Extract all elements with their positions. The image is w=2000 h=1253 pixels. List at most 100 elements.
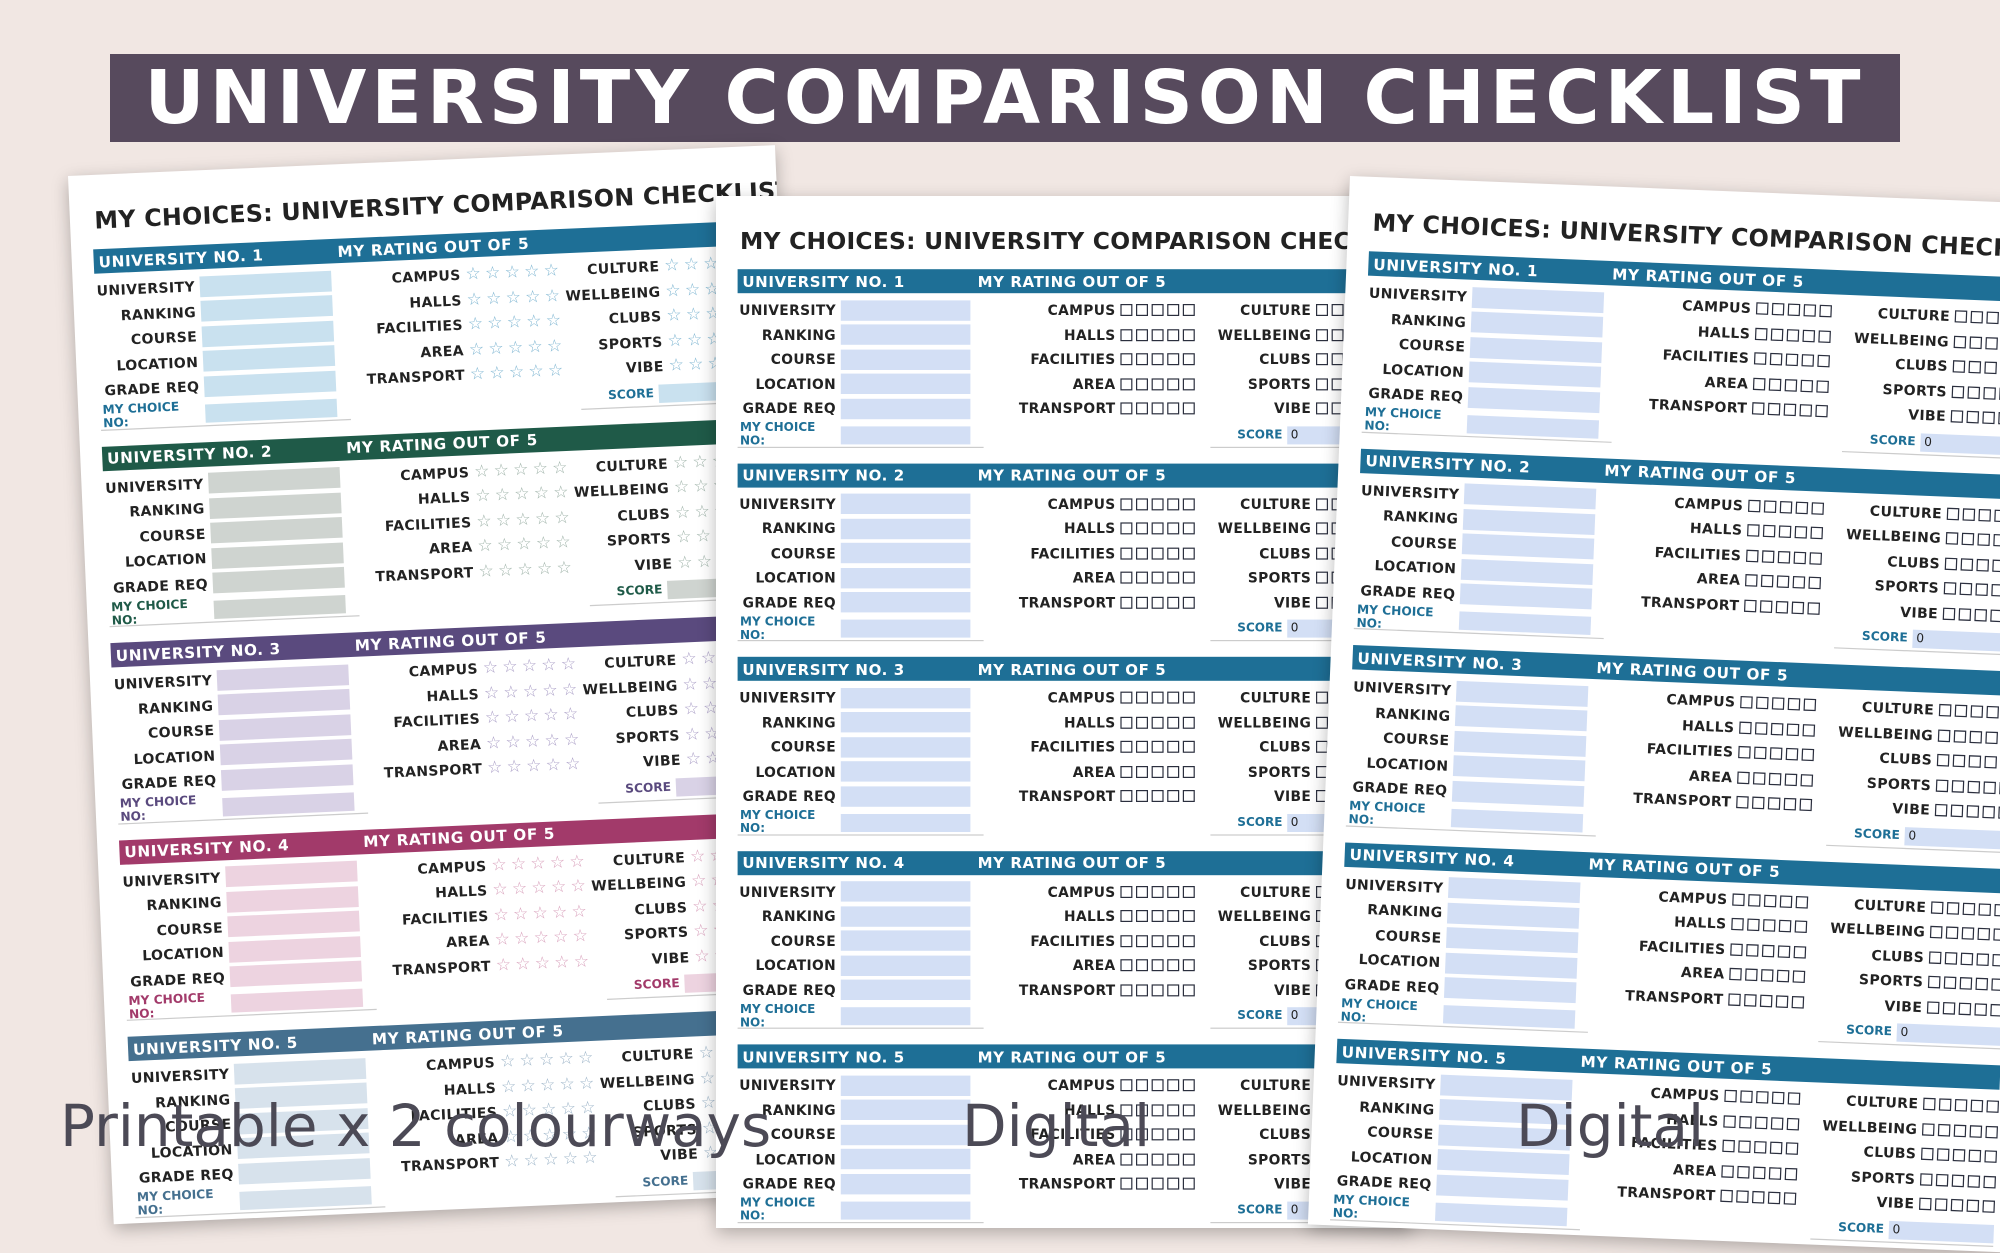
star-icon[interactable]: ☆ <box>571 901 588 922</box>
checkbox[interactable] <box>1182 328 1195 341</box>
checkbox[interactable] <box>1721 1164 1734 1178</box>
checkbox[interactable] <box>1754 721 1768 735</box>
checkbox[interactable] <box>1752 377 1766 391</box>
checkbox[interactable] <box>1991 584 2000 597</box>
star-icon[interactable]: ☆ <box>487 338 505 359</box>
checkbox[interactable] <box>1316 716 1328 729</box>
checkbox[interactable] <box>1950 1199 1964 1212</box>
checkbox[interactable] <box>1982 1200 1996 1214</box>
star-icon[interactable]: ☆ <box>700 648 718 669</box>
checkbox[interactable] <box>1738 746 1751 759</box>
checkbox[interactable] <box>1136 790 1148 803</box>
checkbox[interactable] <box>1120 1177 1133 1190</box>
choice-input[interactable] <box>1442 1005 1576 1029</box>
field-input[interactable] <box>1451 780 1585 807</box>
checkbox[interactable] <box>1976 952 1990 966</box>
field-input[interactable] <box>840 1099 971 1121</box>
checkbox[interactable] <box>1151 547 1164 560</box>
checkbox[interactable] <box>1136 885 1148 898</box>
star-icon[interactable]: ☆ <box>523 261 541 283</box>
star-icon[interactable]: ☆ <box>505 287 522 308</box>
star-icon[interactable]: ☆ <box>496 535 514 556</box>
checkbox[interactable] <box>1984 1150 1998 1164</box>
checkbox[interactable] <box>1167 934 1180 947</box>
checkbox[interactable] <box>1755 302 1769 316</box>
checkbox[interactable] <box>1967 780 1981 794</box>
star-icon[interactable]: ☆ <box>538 1050 556 1071</box>
checkbox[interactable] <box>1167 522 1180 535</box>
star-icon[interactable]: ☆ <box>512 904 530 925</box>
checkbox[interactable] <box>1167 353 1180 366</box>
checkbox[interactable] <box>1182 741 1195 754</box>
checkbox[interactable] <box>1808 576 1822 590</box>
checkbox[interactable] <box>1120 910 1133 923</box>
checkbox[interactable] <box>1751 1191 1765 1204</box>
checkbox[interactable] <box>1740 696 1753 709</box>
checkbox[interactable] <box>1744 993 1757 1007</box>
star-icon[interactable]: ☆ <box>506 757 523 778</box>
checkbox[interactable] <box>1816 380 1829 393</box>
field-input[interactable] <box>840 518 971 539</box>
checkbox[interactable] <box>1167 765 1180 778</box>
star-icon[interactable]: ☆ <box>691 451 709 473</box>
choice-input[interactable] <box>204 398 338 423</box>
checkbox[interactable] <box>1151 910 1164 923</box>
checkbox[interactable] <box>1992 953 2000 967</box>
star-icon[interactable]: ☆ <box>685 749 702 770</box>
checkbox[interactable] <box>1799 404 1813 418</box>
checkbox[interactable] <box>1951 385 1965 399</box>
checkbox[interactable] <box>1762 919 1776 933</box>
field-input[interactable] <box>1444 952 1578 979</box>
checkbox[interactable] <box>1799 798 1813 812</box>
checkbox[interactable] <box>1990 609 2000 622</box>
checkbox[interactable] <box>1962 508 1976 521</box>
star-icon[interactable]: ☆ <box>681 649 698 670</box>
star-icon[interactable]: ☆ <box>675 527 693 548</box>
checkbox[interactable] <box>1151 1128 1164 1141</box>
checkbox[interactable] <box>1794 920 1808 934</box>
score-input[interactable]: 0 <box>1920 432 2000 456</box>
checkbox[interactable] <box>1752 1166 1766 1179</box>
checkbox[interactable] <box>1760 574 1774 588</box>
checkbox[interactable] <box>1167 716 1180 729</box>
star-icon[interactable]: ☆ <box>502 682 520 703</box>
checkbox[interactable] <box>1985 336 1998 350</box>
score-input[interactable]: 0 <box>1888 1220 1995 1243</box>
choice-input[interactable] <box>1435 1202 1568 1226</box>
checkbox[interactable] <box>1182 304 1195 317</box>
checkbox[interactable] <box>1136 1128 1148 1141</box>
checkbox[interactable] <box>1986 311 1999 325</box>
field-input[interactable] <box>201 320 335 347</box>
checkbox[interactable] <box>1977 928 1991 941</box>
checkbox[interactable] <box>1316 498 1328 511</box>
checkbox[interactable] <box>1791 995 1805 1009</box>
checkbox[interactable] <box>1316 691 1328 704</box>
checkbox[interactable] <box>1936 754 1950 767</box>
field-input[interactable] <box>1459 583 1593 610</box>
checkbox[interactable] <box>1729 968 1742 981</box>
checkbox[interactable] <box>1777 550 1791 564</box>
checkbox[interactable] <box>1767 797 1781 811</box>
checkbox[interactable] <box>1938 1098 1952 1112</box>
star-icon[interactable]: ☆ <box>536 558 554 579</box>
checkbox[interactable] <box>1921 1122 1935 1136</box>
checkbox[interactable] <box>1739 1115 1752 1129</box>
checkbox[interactable] <box>1993 928 2000 942</box>
checkbox[interactable] <box>1792 970 1806 984</box>
checkbox[interactable] <box>1182 547 1195 560</box>
field-input[interactable] <box>219 739 353 766</box>
checkbox[interactable] <box>1994 903 2000 917</box>
checkbox[interactable] <box>1802 329 1816 343</box>
star-icon[interactable]: ☆ <box>526 336 544 358</box>
checkbox[interactable] <box>1120 1128 1133 1141</box>
checkbox[interactable] <box>1960 952 1974 966</box>
checkbox[interactable] <box>1975 977 1989 991</box>
star-icon[interactable]: ☆ <box>692 921 710 942</box>
checkbox[interactable] <box>1954 1099 1968 1112</box>
checkbox[interactable] <box>1136 741 1148 754</box>
checkbox[interactable] <box>1945 532 1959 546</box>
star-icon[interactable]: ☆ <box>666 305 683 327</box>
field-input[interactable] <box>1436 1174 1569 1201</box>
checkbox[interactable] <box>1809 551 1823 565</box>
star-icon[interactable]: ☆ <box>550 877 568 898</box>
